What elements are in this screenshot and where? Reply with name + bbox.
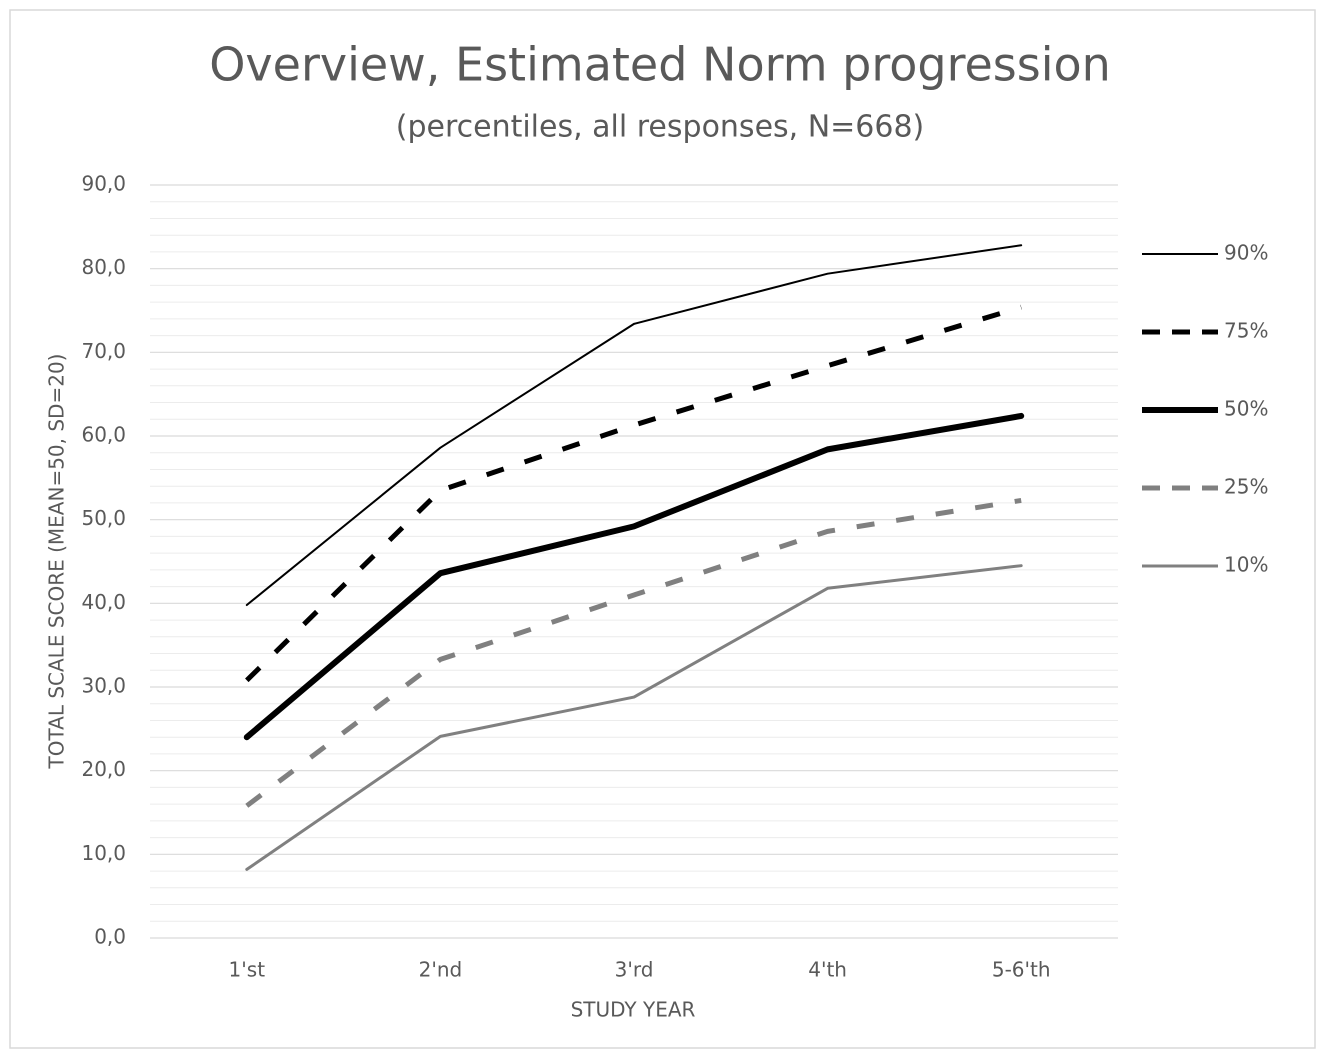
x-tick-label: 2'nd [419, 958, 463, 982]
legend-label: 25% [1224, 475, 1268, 499]
y-tick-label: 90,0 [81, 172, 126, 196]
y-tick-label: 30,0 [81, 674, 126, 698]
legend-label: 50% [1224, 397, 1268, 421]
chart-frame [9, 9, 1316, 1049]
legend-label: 75% [1224, 319, 1268, 343]
series-line [243, 412, 1025, 741]
y-tick-label: 80,0 [81, 255, 126, 279]
y-tick-label: 60,0 [81, 423, 126, 447]
y-tick-label: 40,0 [81, 590, 126, 614]
x-tick-label: 5-6'th [992, 958, 1051, 982]
legend-label: 10% [1224, 553, 1268, 577]
x-tick-label: 3'rd [615, 958, 654, 982]
series-line [245, 244, 1023, 607]
y-tick-label: 70,0 [81, 339, 126, 363]
y-tick-label: 20,0 [81, 757, 126, 781]
y-tick-label: 10,0 [81, 841, 126, 865]
y-tick-label: 50,0 [81, 506, 126, 530]
legend-label: 90% [1224, 241, 1268, 265]
x-tick-label: 1'st [229, 958, 266, 982]
chart-title: Overview, Estimated Norm progression [209, 38, 1111, 92]
x-axis-label: STUDY YEAR [571, 998, 696, 1022]
y-tick-label: 0,0 [94, 925, 126, 949]
series-line [245, 564, 1023, 871]
x-tick-label: 4'th [808, 958, 847, 982]
y-axis-label: TOTAL SCALE SCORE (MEAN=50, SD=20) [45, 354, 69, 770]
chart-subtitle: (percentiles, all responses, N=668) [396, 110, 925, 145]
series-line [245, 497, 1022, 808]
